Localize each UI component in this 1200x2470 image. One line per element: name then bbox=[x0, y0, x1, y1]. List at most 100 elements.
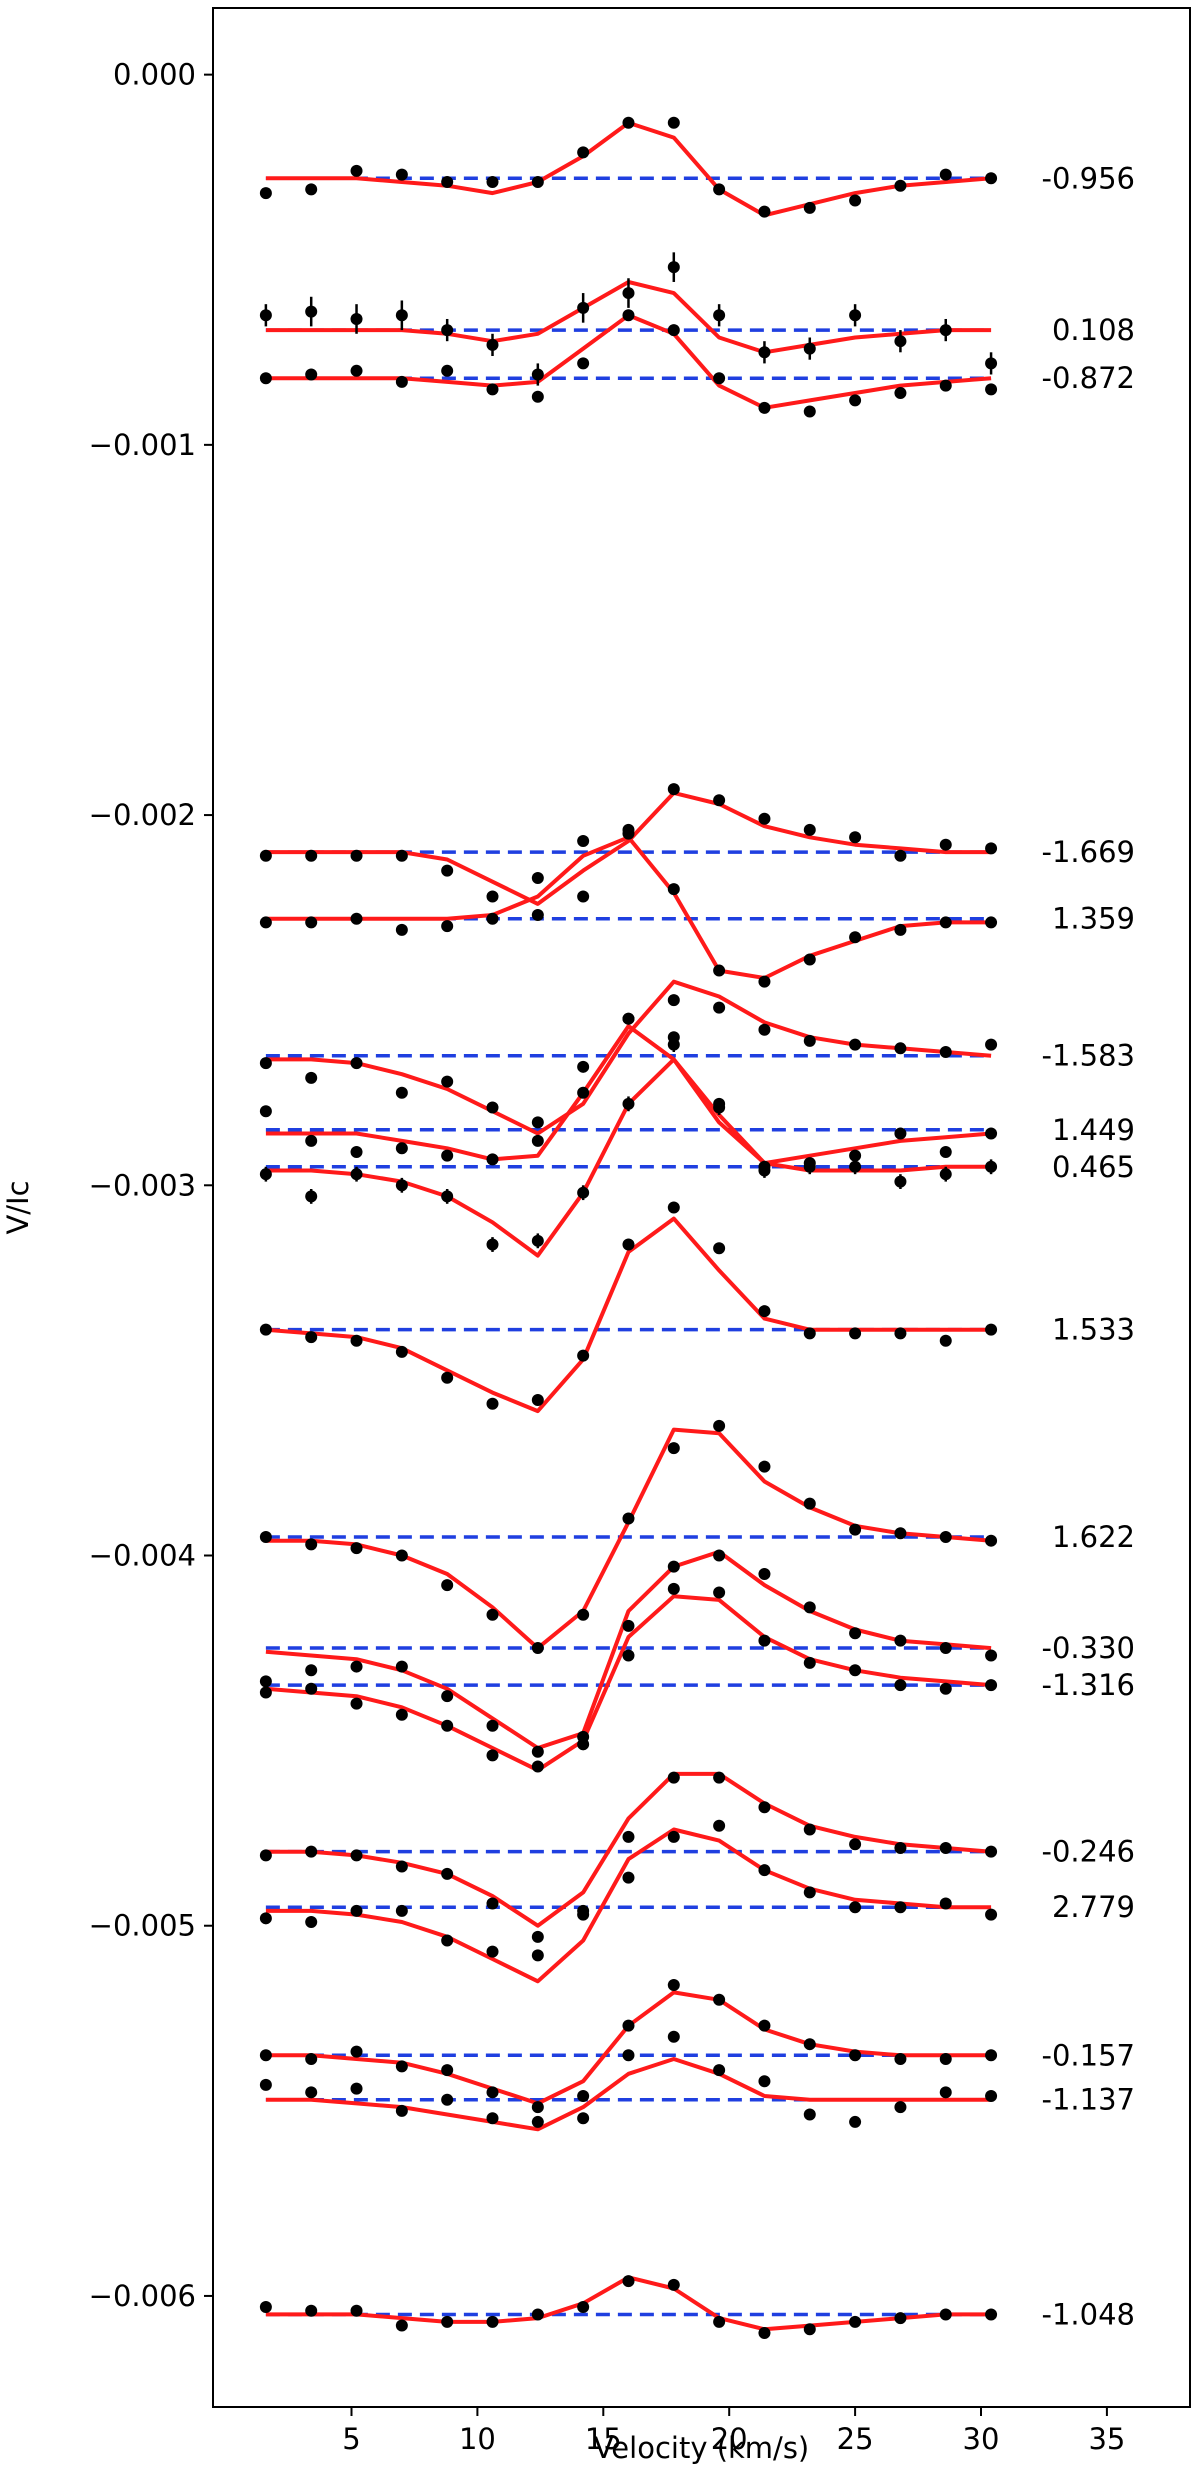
data-point bbox=[894, 387, 907, 400]
data-point bbox=[758, 1305, 771, 1318]
data-point bbox=[395, 1142, 408, 1155]
y-tick-label: −0.006 bbox=[89, 2279, 196, 2313]
data-point bbox=[667, 1560, 680, 1573]
data-point bbox=[667, 1978, 680, 1991]
data-point bbox=[622, 1619, 635, 1632]
data-point bbox=[395, 1660, 408, 1673]
data-point bbox=[531, 1949, 544, 1962]
data-point bbox=[441, 920, 454, 933]
data-point bbox=[849, 1627, 862, 1640]
data-point bbox=[531, 176, 544, 189]
data-point bbox=[531, 2115, 544, 2128]
data-point bbox=[259, 1686, 272, 1699]
data-point bbox=[622, 116, 635, 129]
phase-label: 2.779 bbox=[1052, 1890, 1135, 1924]
data-point bbox=[441, 324, 454, 337]
data-point bbox=[803, 1034, 816, 1047]
data-point bbox=[713, 309, 726, 322]
data-point bbox=[350, 1849, 363, 1862]
data-point bbox=[531, 1116, 544, 1129]
data-point bbox=[259, 2301, 272, 2314]
data-point bbox=[713, 1771, 726, 1784]
data-point bbox=[259, 309, 272, 322]
data-point bbox=[849, 831, 862, 844]
data-point bbox=[985, 1160, 998, 1173]
data-point bbox=[577, 834, 590, 847]
data-point bbox=[667, 1442, 680, 1455]
data-point bbox=[305, 1682, 318, 1695]
data-point bbox=[486, 912, 499, 925]
data-point bbox=[395, 1904, 408, 1917]
data-point bbox=[259, 1849, 272, 1862]
data-point bbox=[667, 261, 680, 274]
data-point bbox=[531, 390, 544, 403]
data-point bbox=[803, 1160, 816, 1173]
data-point bbox=[259, 1105, 272, 1118]
data-point bbox=[577, 1908, 590, 1921]
data-point bbox=[758, 1634, 771, 1647]
data-point bbox=[985, 1679, 998, 1692]
data-point bbox=[441, 1867, 454, 1880]
data-point bbox=[622, 1830, 635, 1843]
plot-frame bbox=[212, 7, 1191, 2408]
data-point bbox=[350, 1660, 363, 1673]
data-point bbox=[939, 168, 952, 181]
data-point bbox=[894, 1841, 907, 1854]
data-point bbox=[985, 1845, 998, 1858]
phase-label-layer: -0.956 0.108 -0.872 -1.669 1.359 -1.583 1.4490… bbox=[1042, 161, 1136, 2331]
data-point bbox=[350, 364, 363, 377]
model-curve bbox=[265, 1827, 992, 1984]
data-point bbox=[849, 1149, 862, 1162]
data-point bbox=[667, 1582, 680, 1595]
data-point bbox=[305, 1664, 318, 1677]
data-point bbox=[894, 1634, 907, 1647]
data-point bbox=[667, 1201, 680, 1214]
model-curve bbox=[265, 120, 992, 218]
y-tick-label: −0.005 bbox=[89, 1909, 196, 1943]
x-tick-label: 30 bbox=[963, 2422, 1000, 2456]
data-point bbox=[849, 1523, 862, 1536]
data-point bbox=[350, 2045, 363, 2058]
data-point bbox=[758, 1568, 771, 1581]
data-point bbox=[758, 1864, 771, 1877]
data-point bbox=[803, 823, 816, 836]
data-point bbox=[305, 1134, 318, 1147]
data-point bbox=[758, 346, 771, 359]
model-curve bbox=[265, 1216, 992, 1414]
data-point bbox=[849, 1901, 862, 1914]
data-point bbox=[395, 375, 408, 388]
data-point bbox=[577, 146, 590, 159]
data-point bbox=[305, 2052, 318, 2065]
data-point bbox=[441, 2315, 454, 2328]
data-point bbox=[486, 2112, 499, 2125]
data-point bbox=[350, 2082, 363, 2095]
data-point bbox=[577, 1186, 590, 1199]
y-tick-label: −0.004 bbox=[89, 1539, 196, 1573]
data-point bbox=[758, 401, 771, 414]
data-point bbox=[259, 187, 272, 200]
data-point bbox=[803, 2038, 816, 2051]
model-curve bbox=[265, 1594, 992, 1773]
data-point bbox=[622, 1097, 635, 1110]
data-point bbox=[939, 838, 952, 851]
data-point bbox=[486, 1749, 499, 1762]
data-point bbox=[667, 324, 680, 337]
data-point bbox=[667, 116, 680, 129]
data-point bbox=[486, 1238, 499, 1251]
data-point bbox=[305, 2086, 318, 2099]
data-point bbox=[486, 1101, 499, 1114]
data-point bbox=[939, 379, 952, 392]
x-tick-label: 10 bbox=[459, 2422, 496, 2456]
data-point bbox=[259, 1675, 272, 1688]
x-axis-label: Velocity (km/s) bbox=[594, 2431, 810, 2465]
data-point bbox=[350, 849, 363, 862]
data-point bbox=[849, 394, 862, 407]
data-point bbox=[441, 2064, 454, 2077]
data-point bbox=[350, 1334, 363, 1347]
data-point bbox=[985, 916, 998, 929]
data-point bbox=[577, 2090, 590, 2103]
data-point bbox=[849, 1664, 862, 1677]
y-tick-label: −0.002 bbox=[89, 798, 196, 832]
data-point bbox=[894, 1127, 907, 1140]
data-point bbox=[350, 312, 363, 325]
